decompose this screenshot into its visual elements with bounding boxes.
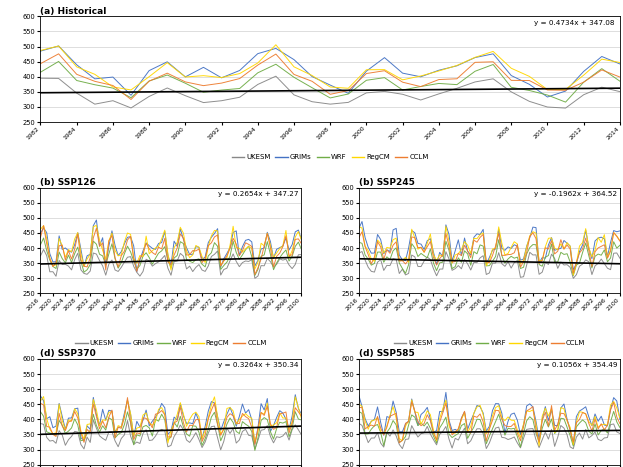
Text: y = 0.4734x + 347.08: y = 0.4734x + 347.08 [533,20,614,26]
Text: (a) Historical: (a) Historical [40,7,107,15]
Legend: UKESM, GRIMs, WRF, RegCM, CCLM: UKESM, GRIMs, WRF, RegCM, CCLM [391,338,588,349]
Text: y = 0.3264x + 350.34: y = 0.3264x + 350.34 [219,362,299,368]
Text: y = 0.1056x + 354.49: y = 0.1056x + 354.49 [537,362,617,368]
Text: (b) SSP245: (b) SSP245 [359,178,415,187]
Legend: UKESM, GRIMs, WRF, RegCM, CCLM: UKESM, GRIMs, WRF, RegCM, CCLM [229,151,432,163]
Text: y = 0.2654x + 347.27: y = 0.2654x + 347.27 [219,191,299,197]
Text: (d) SSP585: (d) SSP585 [359,349,415,358]
Legend: UKESM, GRIMs, WRF, RegCM, CCLM: UKESM, GRIMs, WRF, RegCM, CCLM [72,338,270,349]
Text: (b) SSP126: (b) SSP126 [40,178,96,187]
Text: y = -0.1962x + 364.52: y = -0.1962x + 364.52 [534,191,617,197]
Text: (d) SSP370: (d) SSP370 [40,349,96,358]
